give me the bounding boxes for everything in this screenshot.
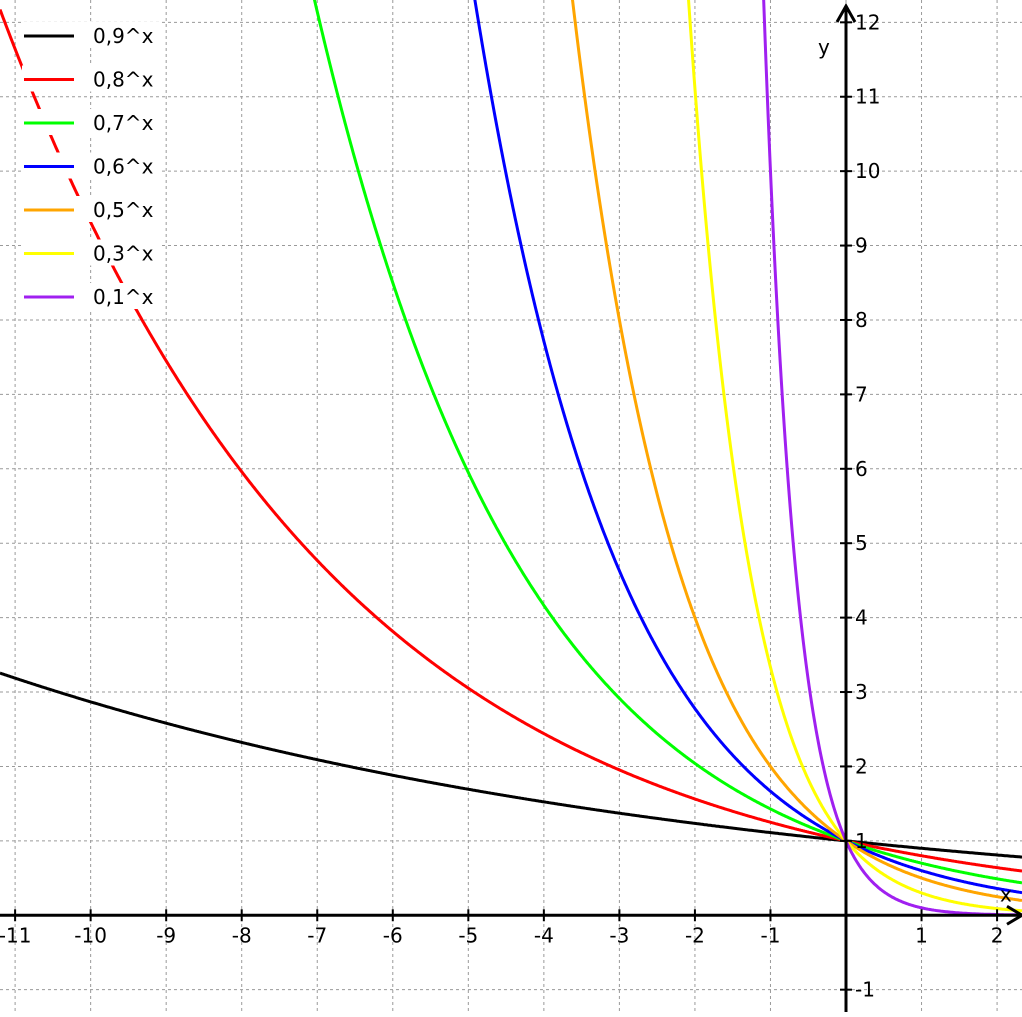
tick-labels: -11 -10 -9 -8 -7 -6 -5 -4 -3 -2 -1 1 2-1123456789101… — [0, 10, 1012, 1001]
series-line — [312, 0, 1022, 885]
legend-label: 0,7^x — [93, 111, 154, 135]
y-tick-label: 3 — [855, 680, 868, 704]
legend-label: 0,6^x — [93, 155, 154, 179]
series-line — [0, 671, 1022, 859]
series-line — [473, 0, 1022, 895]
series-line — [687, 0, 1022, 913]
series-line — [0, 8, 1022, 873]
y-tick-label: 4 — [855, 606, 868, 630]
x-tick-label: -8 — [232, 923, 252, 947]
legend-label: 0,8^x — [93, 68, 154, 92]
y-tick-label: 9 — [855, 234, 868, 258]
x-tick-label: -3 — [609, 923, 629, 947]
x-tick-label: -10 — [74, 923, 107, 947]
y-tick-label: 2 — [855, 754, 868, 778]
y-tick-label: 7 — [855, 382, 868, 406]
x-tick-label: 1 — [915, 923, 928, 947]
x-tick-label: -7 — [307, 923, 327, 947]
legend: 0,9^x 0,8^x 0,7^x 0,6^x 0,5^x 0,3^x 0,1^x — [22, 22, 160, 309]
y-tick-label: 6 — [855, 457, 868, 481]
x-axis-arrow — [1006, 904, 1022, 926]
y-tick-label: 12 — [855, 10, 880, 34]
y-tick-label: 10 — [855, 159, 880, 183]
legend-label: 0,1^x — [93, 285, 154, 309]
x-tick-label: -1 — [760, 923, 780, 947]
x-tick-label: -9 — [156, 923, 176, 947]
x-tick-label: -4 — [534, 923, 554, 947]
x-tick-label: -2 — [685, 923, 705, 947]
y-axis-arrow — [835, 2, 857, 23]
series-line — [762, 0, 1022, 917]
y-tick-label: 8 — [855, 308, 868, 332]
y-tick-label: -1 — [855, 978, 875, 1002]
x-tick-label: -5 — [458, 923, 478, 947]
series-line — [571, 0, 1022, 902]
curves — [0, 0, 1022, 917]
legend-label: 0,9^x — [93, 24, 154, 48]
legend-label: 0,5^x — [93, 198, 154, 222]
legend-label: 0,3^x — [93, 242, 154, 266]
x-tick-label: -11 — [0, 923, 31, 947]
y-tick-label: 11 — [855, 85, 880, 109]
x-tick-label: -6 — [383, 923, 403, 947]
y-tick-label: 1 — [855, 829, 868, 853]
y-axis-label: y — [818, 35, 830, 59]
y-tick-label: 5 — [855, 531, 868, 555]
x-axis-label: x — [1000, 882, 1012, 906]
x-tick-label: 2 — [991, 923, 1004, 947]
